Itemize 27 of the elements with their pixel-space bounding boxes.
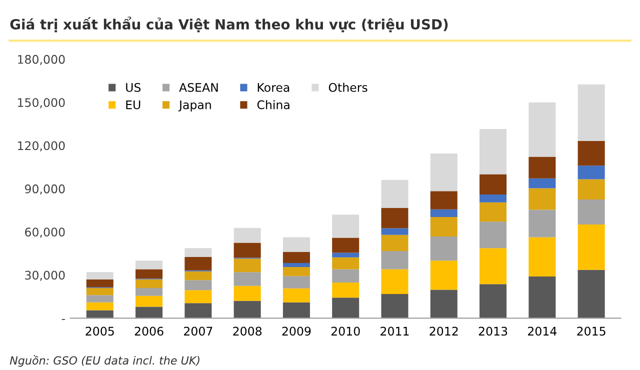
y-tick-label: 30,000 [25, 270, 65, 281]
x-tick-label: 2013 [478, 326, 508, 336]
x-tick-label: 2012 [430, 326, 458, 336]
y-tick-label: - [62, 318, 65, 320]
legend-label: Japan [178, 100, 211, 112]
x-tick-label: 2014 [528, 326, 557, 336]
y-tick-label: 120,000 [18, 141, 65, 152]
x-tick-label: 2010 [331, 326, 360, 336]
x-tick-label: 2011 [380, 326, 409, 336]
legend-label: Korea [258, 83, 290, 92]
x-tick-label: 2015 [577, 326, 606, 336]
legend-label: US [126, 82, 141, 92]
y-tick-label: 180,000 [18, 54, 65, 66]
x-tick-label: 2009 [282, 326, 311, 336]
legend-label: ASEAN [179, 82, 218, 92]
x-tick-label: 2007 [184, 326, 212, 336]
legend-label: China [257, 100, 290, 110]
x-tick-label: 2005 [86, 326, 114, 336]
legend-label: Others [328, 82, 368, 92]
x-tick-label: 2008 [233, 326, 262, 336]
y-tick-label: 60,000 [25, 228, 65, 238]
y-tick-label: 150,000 [18, 98, 65, 108]
y-tick-label: 90,000 [24, 184, 65, 195]
legend-label: EU [126, 100, 140, 110]
text: Nguồn: GSO (EU data incl. the UK) [10, 355, 200, 367]
chart-title: Giá trị xuất khẩu của Việt Nam theo khu vực (triệu USD) [10, 16, 448, 32]
x-tick-label: 2006 [134, 326, 164, 336]
